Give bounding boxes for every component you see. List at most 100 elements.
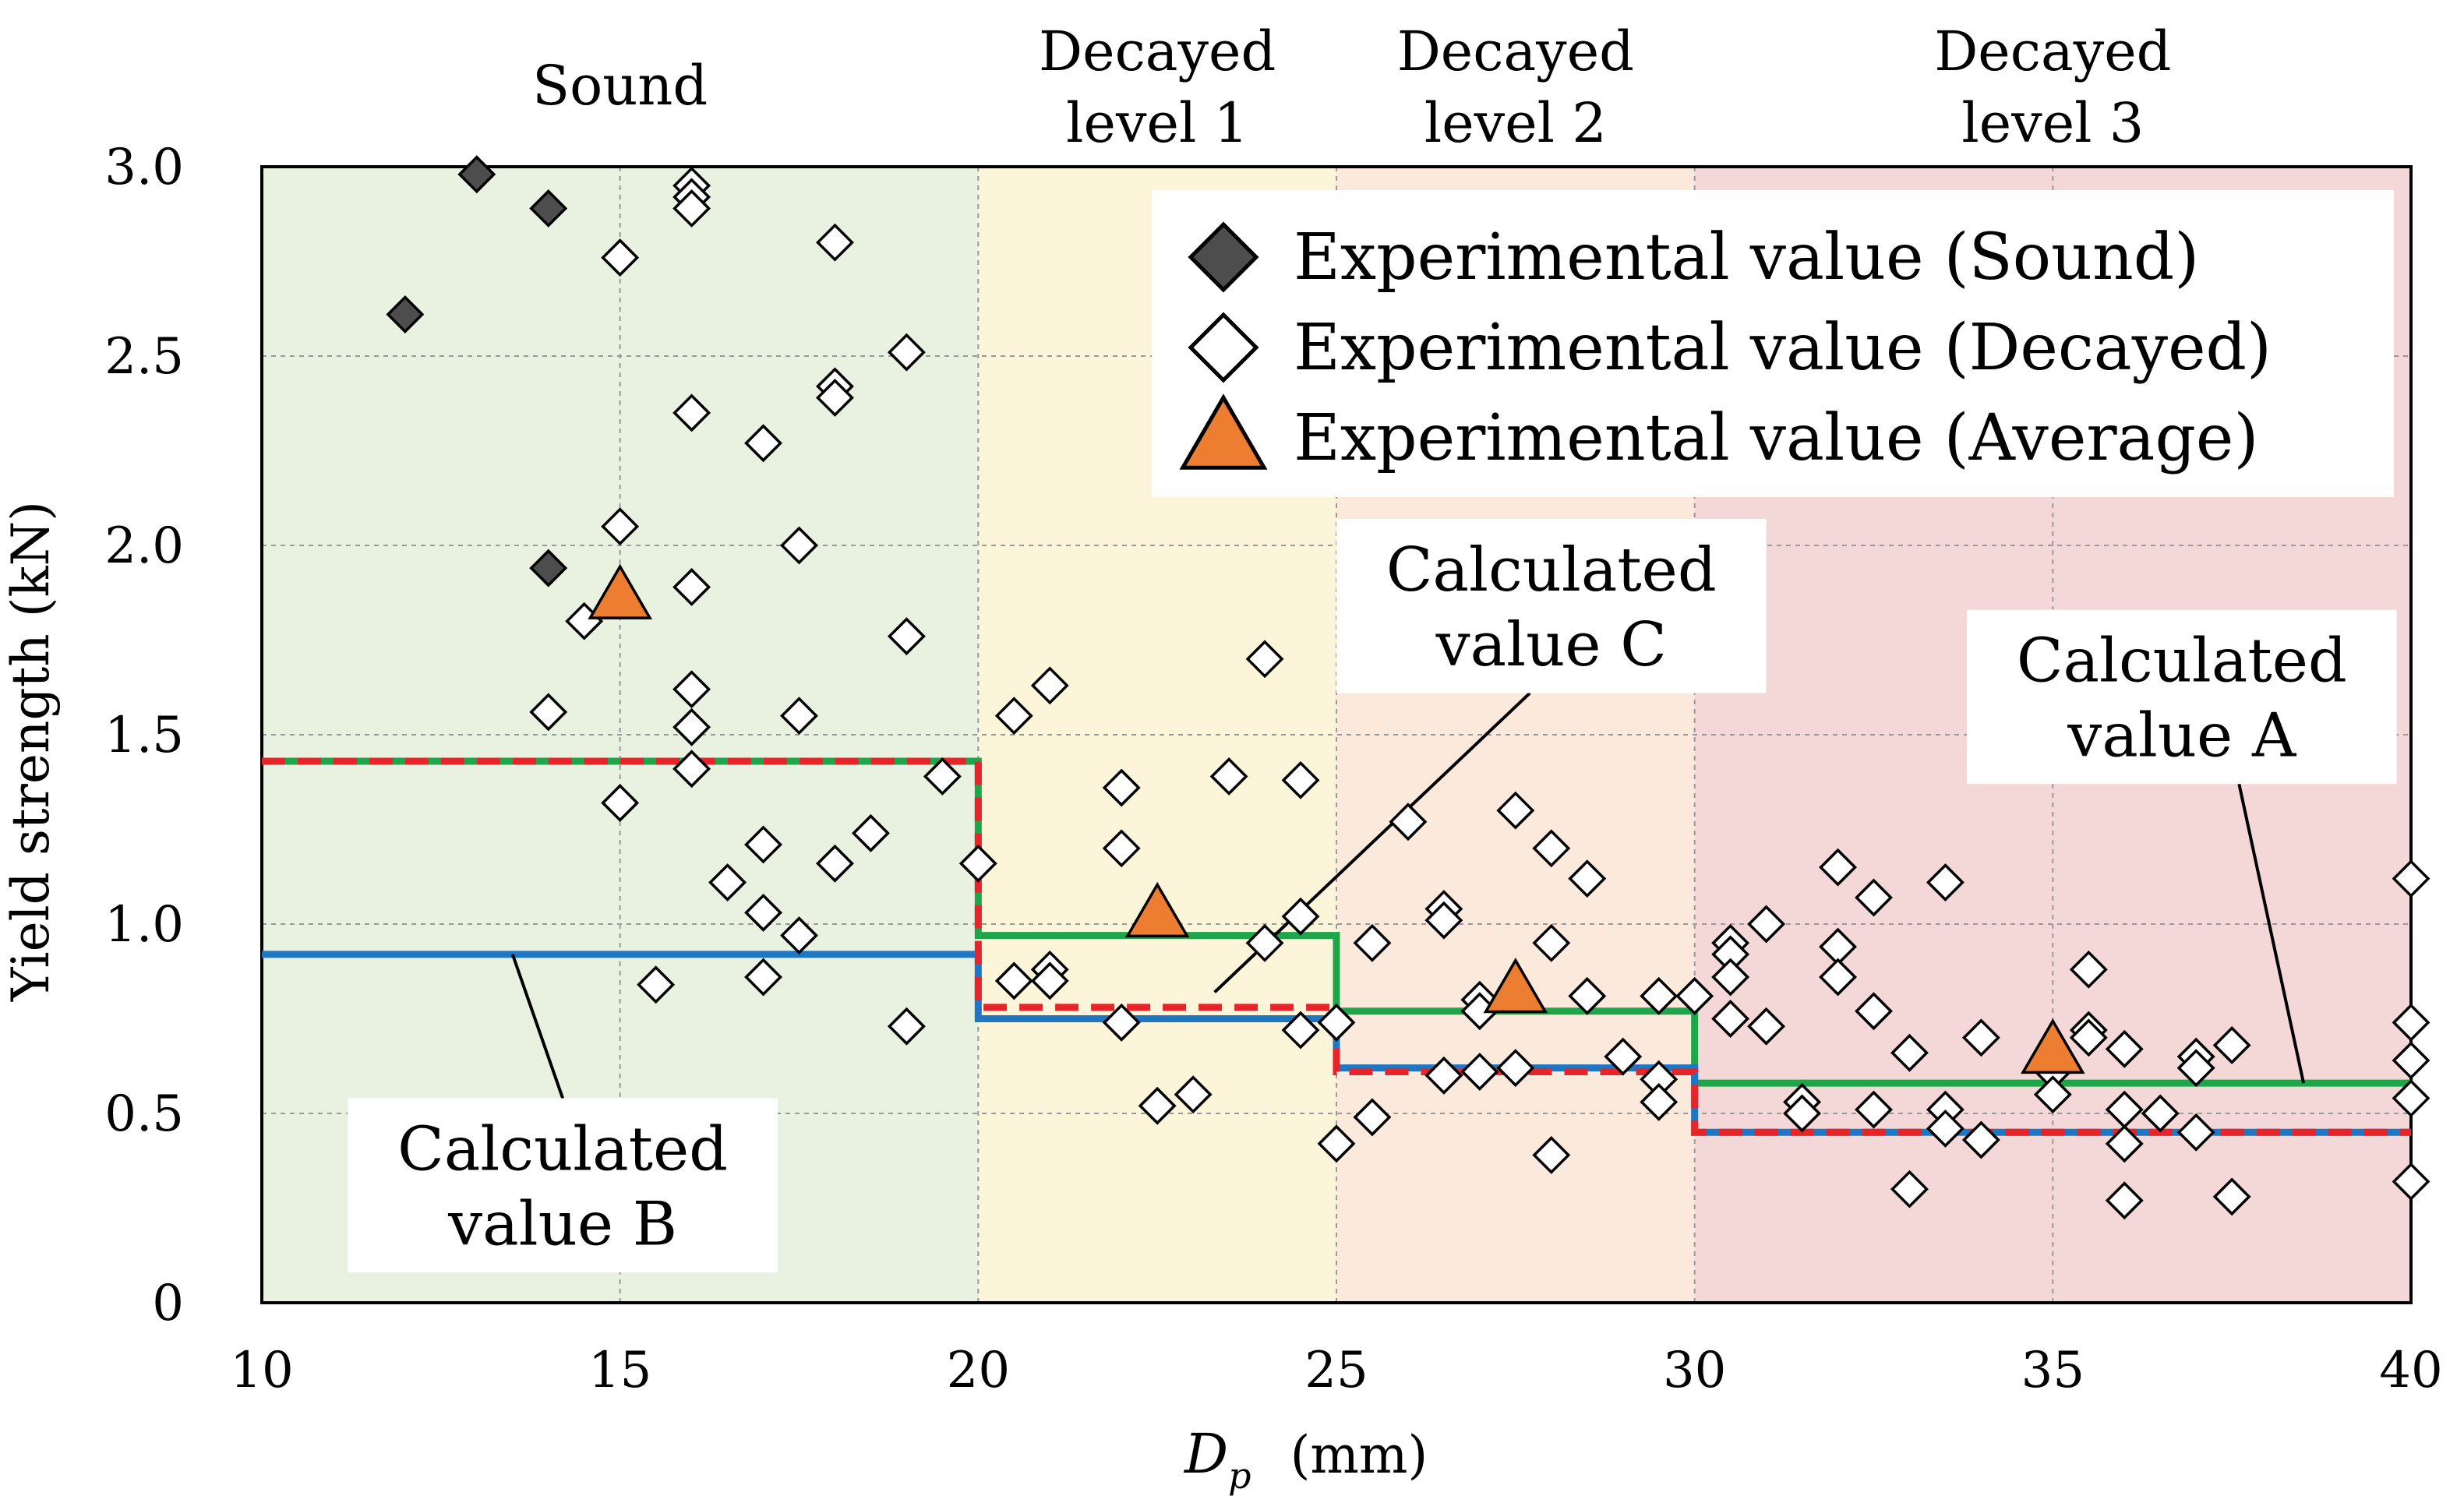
y-tick-label: 2.5 bbox=[104, 328, 184, 386]
decayed-point bbox=[1353, 923, 1392, 962]
decayed-point bbox=[744, 424, 783, 463]
decayed-point bbox=[780, 697, 818, 736]
region-label: level 1 bbox=[1066, 91, 1248, 155]
decayed-point bbox=[672, 393, 711, 432]
decayed-point bbox=[672, 670, 711, 709]
region-label: level 2 bbox=[1424, 91, 1607, 155]
decayed-point bbox=[1424, 901, 1463, 940]
decayed-point bbox=[1496, 791, 1535, 830]
y-tick-label: 0 bbox=[152, 1275, 184, 1332]
legend-marker-sound bbox=[1188, 221, 1259, 293]
decayed-point bbox=[1819, 958, 1858, 997]
x-axis-title-symbol: D bbox=[1183, 1422, 1228, 1486]
decayed-point bbox=[744, 893, 783, 932]
sound-point bbox=[529, 189, 568, 228]
average-point bbox=[1124, 881, 1190, 938]
decayed-point bbox=[780, 916, 818, 955]
decayed-point bbox=[1245, 640, 1284, 679]
sound-point bbox=[529, 549, 568, 587]
decayed-point bbox=[1030, 961, 1069, 1000]
decayed-point bbox=[1030, 666, 1069, 705]
x-axis-title-unit: (mm) bbox=[1290, 1425, 1428, 1485]
decayed-point bbox=[2141, 1094, 2180, 1133]
sound-point bbox=[386, 295, 425, 334]
series-decayed bbox=[529, 166, 2430, 1220]
y-axis-title: Yield strength (kN) bbox=[1, 501, 61, 1002]
decayed-point bbox=[2392, 1003, 2430, 1042]
decayed-point bbox=[2069, 950, 2108, 989]
decayed-point bbox=[672, 707, 711, 746]
decayed-point bbox=[2392, 859, 2430, 898]
region-labels: Sound Decayed level 1 Decayed level 2 Decayed… bbox=[532, 19, 2171, 155]
decayed-point bbox=[1640, 976, 1679, 1015]
decayed-point bbox=[1711, 958, 1750, 997]
decayed-point bbox=[1317, 1124, 1356, 1163]
decayed-point bbox=[2176, 1113, 2215, 1152]
y-axis-ticks: 0 0.5 1.0 1.5 2.0 2.5 3.0 bbox=[104, 139, 184, 1332]
decayed-point bbox=[744, 958, 783, 997]
decayed-point bbox=[1102, 768, 1141, 807]
decayed-point bbox=[601, 784, 640, 822]
decayed-point bbox=[2392, 1079, 2430, 1118]
decayed-point bbox=[1819, 848, 1858, 887]
y-tick-label: 0.5 bbox=[104, 1085, 184, 1143]
series-sound bbox=[386, 155, 568, 587]
callout-label: Calculated bbox=[1386, 535, 1717, 605]
legend-label: Experimental value (Decayed) bbox=[1294, 311, 2272, 385]
callout-label: value A bbox=[2067, 701, 2297, 771]
legend-marker-average bbox=[1179, 393, 1268, 470]
decayed-point bbox=[1747, 1007, 1786, 1046]
region-label: Decayed bbox=[1039, 19, 1276, 83]
decayed-point bbox=[994, 697, 1033, 736]
decayed-point bbox=[1102, 829, 1141, 868]
decayed-point bbox=[2212, 1177, 2251, 1216]
decayed-point bbox=[1855, 1090, 1893, 1129]
decayed-point bbox=[672, 189, 711, 228]
average-point bbox=[2021, 1018, 2085, 1074]
decayed-point bbox=[887, 333, 926, 372]
decayed-point bbox=[1424, 1056, 1463, 1095]
decayed-point bbox=[1102, 1003, 1141, 1042]
region-label: Sound bbox=[532, 54, 708, 118]
decayed-point bbox=[744, 825, 783, 864]
decayed-point bbox=[1961, 1018, 2000, 1057]
average-point bbox=[588, 563, 652, 619]
decayed-point bbox=[1138, 1086, 1177, 1125]
decayed-point bbox=[1532, 923, 1571, 962]
decayed-point bbox=[994, 961, 1033, 1000]
decayed-point bbox=[1926, 863, 1964, 902]
calculated-line bbox=[262, 757, 2411, 1136]
x-axis-ticks: 10 15 20 25 30 35 40 bbox=[230, 1342, 2442, 1399]
decayed-point bbox=[887, 617, 926, 656]
decayed-point bbox=[1640, 1082, 1679, 1121]
decayed-point bbox=[851, 813, 890, 852]
decayed-point bbox=[529, 693, 568, 732]
decayed-point bbox=[1532, 829, 1571, 868]
decayed-point bbox=[1389, 803, 1428, 841]
decayed-point bbox=[1568, 859, 1607, 898]
decayed-point bbox=[1568, 976, 1607, 1015]
region-label: level 3 bbox=[1961, 91, 2144, 155]
decayed-point bbox=[672, 750, 711, 789]
decayed-point bbox=[1460, 1053, 1499, 1092]
x-axis-title-subscript: p bbox=[1228, 1455, 1251, 1497]
callout-box bbox=[1967, 609, 2397, 785]
y-tick-label: 1.0 bbox=[104, 896, 184, 954]
region-label: Decayed bbox=[1397, 19, 1634, 83]
legend-marker-decayed bbox=[1188, 312, 1259, 383]
callout-label: Calculated bbox=[2017, 626, 2347, 697]
decayed-point bbox=[672, 567, 711, 606]
average-point bbox=[1483, 958, 1548, 1014]
legend-box bbox=[1152, 190, 2394, 497]
decayed-point bbox=[1926, 1109, 1964, 1148]
decayed-point bbox=[637, 965, 676, 1004]
series-average bbox=[588, 563, 2085, 1074]
plot-area-frame bbox=[260, 165, 2413, 1304]
y-tick-label: 3.0 bbox=[104, 139, 184, 196]
decayed-point bbox=[2105, 1181, 2144, 1220]
decayed-point bbox=[2069, 1018, 2108, 1057]
decayed-point bbox=[958, 844, 997, 883]
legend: Experimental value (Sound) Experimental v… bbox=[1152, 190, 2394, 497]
